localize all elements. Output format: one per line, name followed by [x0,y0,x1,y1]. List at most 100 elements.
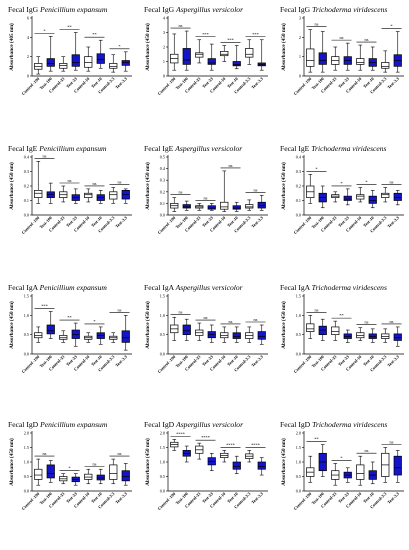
box-control-10 [84,188,93,203]
box-iqr [34,190,43,198]
box-iqr [182,204,191,209]
box-iqr [232,332,241,339]
box-test-10 [232,326,241,343]
significance-label: ns [315,307,319,312]
box-iqr [46,464,55,479]
box-iqr [46,324,55,335]
significance-label: ns [254,317,258,322]
box-iqr [71,54,80,67]
significance-label: ns [390,179,394,184]
panel-title-prefix: Fecal IgG [144,5,176,14]
panel-title-species: Penicillium expansum [39,420,108,429]
y-tick-label: 2 [163,45,165,50]
y-tick-label: 0.4 [160,166,166,171]
y-axis-label: Absorbance (405 nm) [8,23,15,71]
box-iqr [121,60,130,66]
panel-title: Fecal IgD Trichoderma viridescens [280,420,387,429]
significance-label: *** [252,32,259,37]
box-iqr [343,195,352,201]
box-test-10 [368,46,377,71]
significance-label: * [340,455,342,460]
box-test-100 [46,311,55,339]
panel-title-prefix: Fecal IgE [144,144,175,153]
significance-label: ns [254,187,258,192]
box-control-33 [195,39,204,64]
y-tick-label: 2 [27,54,29,59]
significance-label: ns [118,307,122,312]
y-tick-label: 0.2 [24,184,29,189]
box-iqr [381,62,390,69]
significance-label: ** [67,315,71,320]
significance-label: * [390,24,392,29]
box-test-33 [207,203,216,211]
y-tick-label: 0.5 [296,332,301,337]
y-tick-label: 1.0 [296,313,301,318]
box-test-33 [71,322,80,347]
box-control-100 [306,315,315,339]
box-control-100 [170,197,179,212]
box-control-10 [220,326,229,343]
panel-title: Fecal IgG Trichoderma viridescens [280,5,387,14]
box-test-10 [96,190,105,204]
box-control-3.3 [245,450,254,463]
significance-label: ns [179,23,183,28]
y-tick-label: 4 [163,16,166,21]
box-iqr [381,192,390,198]
box-control-3.3 [245,39,254,65]
y-tick-label: 0.3 [160,178,165,183]
box-test-3.3 [121,188,130,204]
box-iqr [232,61,241,67]
box-control-100 [34,56,43,75]
panel-title-prefix: Fecal IgG [280,5,312,14]
box-control-33 [195,203,204,211]
panel-title-prefix: Fecal IgA [8,283,40,292]
box-control-10 [84,332,93,343]
box-control-10 [220,450,229,463]
y-tick-label: 0.0 [160,213,165,218]
significance-label: ns [93,461,97,466]
significance-label: ns [365,37,369,42]
panel-title: Fecal IgD Penicillium expansum [8,420,108,429]
box-control-10 [356,455,365,486]
box-control-10 [84,46,93,72]
box-control-3.3 [245,199,254,211]
significance-label: ns [93,181,97,186]
significance-label: * [315,166,317,171]
panel-title-species: Penicillium expansum [39,5,108,14]
box-test-3.3 [121,463,130,486]
box-test-100 [318,31,327,73]
box-iqr [356,58,365,65]
significance-label: ns [118,179,122,184]
y-tick-label: 0.1 [160,201,165,206]
panel-title: Fecal IgA Aspergillus versicolor [144,283,243,292]
box-iqr [96,53,105,64]
box-test-100 [182,200,191,211]
box-control-33 [59,56,68,72]
y-tick-label: 0.5 [160,474,165,479]
significance-label: * [43,28,45,33]
box-test-100 [182,318,191,341]
significance-label: ns [43,451,47,456]
panel-title-species: Aspergillus versicolor [175,283,243,292]
box-control-33 [59,473,68,485]
box-control-33 [331,191,340,203]
box-iqr [220,50,229,57]
y-tick-label: 0.5 [296,474,301,479]
box-test-100 [46,36,55,72]
box-control-3.3 [109,458,118,485]
y-tick-label: 0.1 [296,198,301,203]
panel-title: Fecal IgG Penicillium expansum [8,5,108,14]
box-control-3.3 [381,328,390,343]
box-iqr [34,468,43,480]
panel-title-species: Trichoderma viridescens [312,420,387,429]
box-iqr [96,474,105,481]
box-iqr [257,331,266,340]
box-iqr [245,204,254,209]
y-tick-label: 0.0 [296,352,301,357]
box-iqr [356,194,365,200]
significance-label: ns [204,315,208,320]
box-test-33 [71,188,80,204]
box-test-100 [182,30,191,71]
box-test-3.3 [121,51,130,72]
panel-title-species: Penicillium expansum [38,144,107,153]
